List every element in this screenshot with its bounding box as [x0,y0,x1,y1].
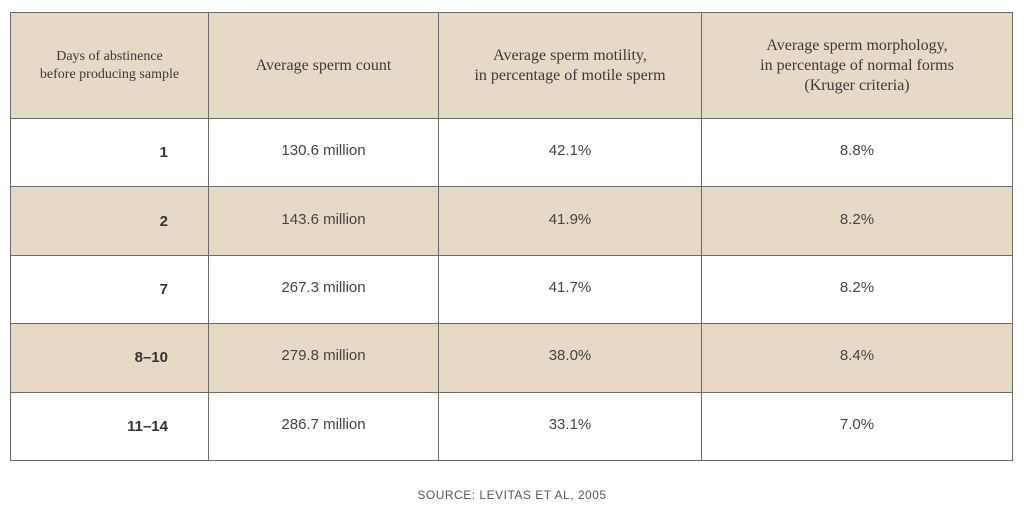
cell-sperm-count: 143.6 million [208,186,439,256]
cell-morphology: 8.2% [701,186,1013,256]
cell-days: 7 [10,254,209,325]
header-average-sperm-count: Average sperm count [208,12,439,119]
cell-motility: 41.9% [438,186,702,256]
cell-motility: 41.7% [438,254,702,325]
table-row: 7 267.3 million 41.7% 8.2% [10,254,1013,325]
cell-days: 11–14 [10,391,209,462]
table-row: 2 143.6 million 41.9% 8.2% [10,186,1013,256]
source-note: SOURCE: LEVITAS ET AL, 2005 [417,488,607,502]
cell-sperm-count: 267.3 million [208,254,439,325]
cell-morphology: 7.0% [701,391,1013,462]
table-row: 11–14 286.7 million 33.1% 7.0% [10,391,1013,462]
cell-morphology: 8.8% [701,117,1013,188]
cell-sperm-count: 279.8 million [208,323,439,393]
cell-morphology: 8.4% [701,323,1013,393]
data-table-container: Days of abstinence before producing samp… [10,12,1013,462]
cell-motility: 33.1% [438,391,702,462]
header-days-of-abstinence: Days of abstinence before producing samp… [10,12,209,119]
cell-morphology: 8.2% [701,254,1013,325]
cell-sperm-count: 286.7 million [208,391,439,462]
table-row: 1 130.6 million 42.1% 8.8% [10,117,1013,188]
cell-days: 2 [10,186,209,256]
cell-days: 1 [10,117,209,188]
abstinence-sperm-table: Days of abstinence before producing samp… [10,12,1013,462]
header-average-sperm-morphology: Average sperm morphology, in percentage … [701,12,1013,119]
cell-motility: 38.0% [438,323,702,393]
cell-sperm-count: 130.6 million [208,117,439,188]
cell-motility: 42.1% [438,117,702,188]
header-row: Days of abstinence before producing samp… [10,12,1013,119]
header-average-sperm-motility: Average sperm motility, in percentage of… [438,12,702,119]
table-row: 8–10 279.8 million 38.0% 8.4% [10,323,1013,393]
cell-days: 8–10 [10,323,209,393]
